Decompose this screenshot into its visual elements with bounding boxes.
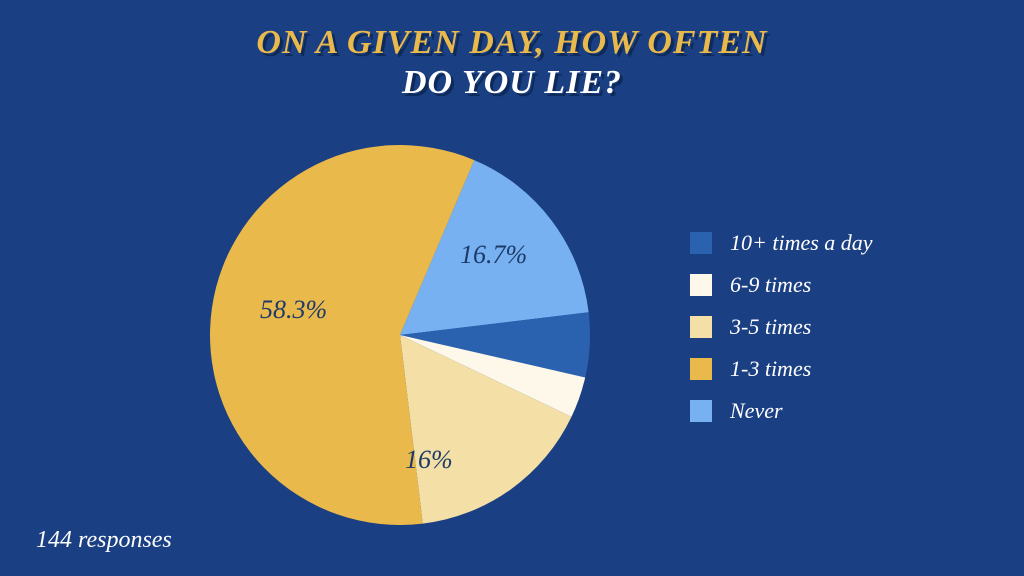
legend-label-ten_plus: 10+ times a day <box>730 230 873 256</box>
chart-title: ON A GIVEN DAY, HOW OFTEN DO YOU LIE? <box>0 24 1024 102</box>
legend-swatch-six_nine <box>690 274 712 296</box>
legend-label-one_three: 1-3 times <box>730 356 811 382</box>
legend-item-six_nine: 6-9 times <box>690 272 873 298</box>
legend-item-three_five: 3-5 times <box>690 314 873 340</box>
legend: 10+ times a day 6-9 times 3-5 times 1-3 tim… <box>690 230 873 440</box>
legend-item-never: Never <box>690 398 873 424</box>
legend-swatch-ten_plus <box>690 232 712 254</box>
legend-label-never: Never <box>730 398 783 424</box>
slice-label-three_five: 16% <box>405 445 453 475</box>
slice-label-never: 16.7% <box>460 240 527 270</box>
slice-label-one_three: 58.3% <box>260 295 327 325</box>
pie-svg <box>210 145 590 525</box>
pie-chart: 16.7% 16% 58.3% <box>210 145 590 525</box>
legend-item-one_three: 1-3 times <box>690 356 873 382</box>
responses-count: 144 responses <box>36 527 172 554</box>
title-line-1: ON A GIVEN DAY, HOW OFTEN <box>0 24 1024 62</box>
legend-swatch-three_five <box>690 316 712 338</box>
legend-item-ten_plus: 10+ times a day <box>690 230 873 256</box>
title-line-2: DO YOU LIE? <box>0 64 1024 102</box>
legend-label-six_nine: 6-9 times <box>730 272 811 298</box>
legend-swatch-one_three <box>690 358 712 380</box>
legend-swatch-never <box>690 400 712 422</box>
legend-label-three_five: 3-5 times <box>730 314 811 340</box>
